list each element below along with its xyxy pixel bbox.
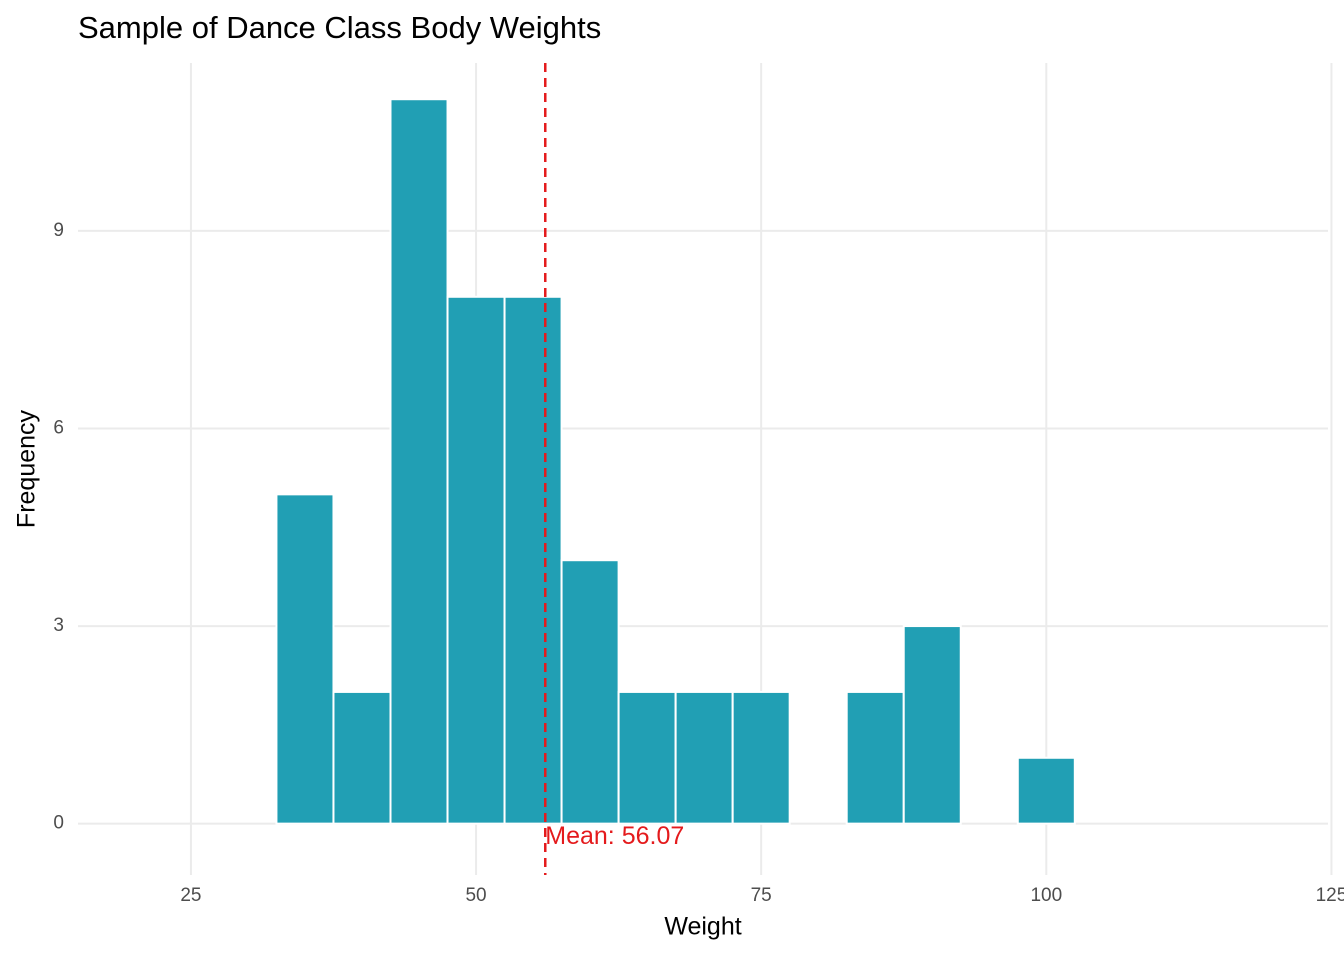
- chart-title: Sample of Dance Class Body Weights: [78, 10, 601, 45]
- y-tick-label: 3: [53, 615, 64, 636]
- bar: [332, 690, 392, 825]
- x-tick-label: 125: [1316, 885, 1344, 906]
- y-tick-label: 0: [53, 813, 64, 834]
- bar: [446, 295, 506, 825]
- x-tick-label: 100: [1030, 885, 1062, 906]
- x-tick-label: 75: [751, 885, 772, 906]
- x-tick-label: 50: [465, 885, 486, 906]
- bar: [275, 493, 335, 825]
- y-axis-title: Frequency: [13, 409, 41, 528]
- x-axis-title: Weight: [664, 913, 741, 941]
- bar: [503, 295, 563, 825]
- bar: [845, 690, 905, 825]
- y-tick-label: 9: [53, 220, 64, 241]
- x-tick-label: 25: [180, 885, 201, 906]
- bar: [560, 559, 620, 825]
- bar: [389, 98, 449, 825]
- bar: [731, 690, 791, 825]
- bar: [617, 690, 677, 825]
- bar: [1016, 756, 1076, 825]
- bar: [902, 625, 962, 825]
- bar: [674, 690, 734, 825]
- mean-label: Mean: 56.07: [545, 822, 684, 850]
- y-tick-label: 6: [53, 418, 64, 439]
